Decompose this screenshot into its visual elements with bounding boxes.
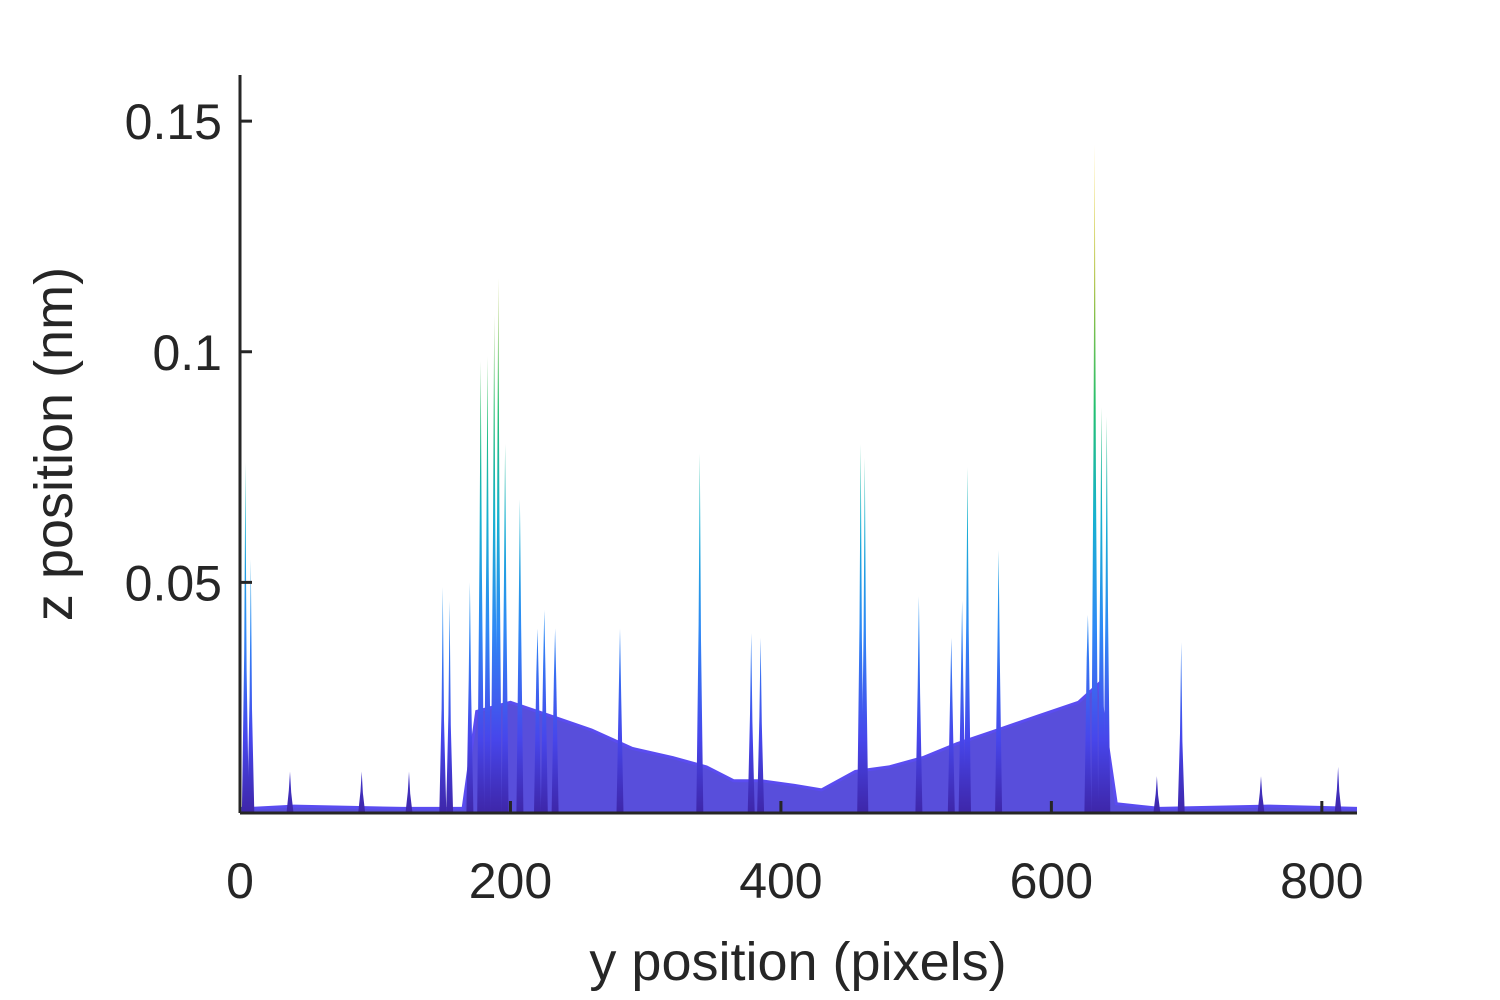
spike-18 [696, 453, 704, 813]
spike-19 [747, 633, 755, 813]
x-tick-label: 0 [226, 853, 254, 909]
spike-16 [551, 628, 559, 813]
y-axis-label: z position (nm) [24, 267, 84, 621]
spike-17 [616, 628, 624, 813]
y-tick-label: 0.1 [152, 325, 222, 381]
spike-30 [1097, 407, 1105, 813]
spike-11 [494, 278, 502, 813]
spike-31 [1103, 416, 1111, 813]
axes [238, 75, 1357, 815]
spike-15 [540, 610, 548, 813]
y-ticks: 0.05 0.1 0.15 [125, 94, 252, 611]
x-tick-label: 200 [469, 853, 552, 909]
spike-1 [247, 559, 255, 813]
spike-26 [964, 467, 971, 813]
spike-23 [915, 596, 923, 813]
spike-21 [857, 444, 865, 813]
plot-area [240, 144, 1358, 813]
spike-14 [534, 628, 541, 813]
spike-28 [1084, 614, 1092, 813]
spike-5 [439, 587, 447, 813]
spike-34 [1257, 776, 1265, 813]
x-tick-label: 800 [1280, 853, 1363, 909]
spike-24 [947, 637, 955, 813]
spike-25 [958, 600, 966, 813]
spike-22 [861, 457, 869, 813]
spike-3 [358, 771, 366, 813]
x-tick-label: 400 [739, 853, 822, 909]
spike-6 [446, 600, 454, 813]
spike-35 [1334, 766, 1342, 813]
x-ticks: 0 200 400 600 800 [226, 801, 1364, 909]
spike-29 [1091, 144, 1099, 813]
spike-32 [1153, 776, 1161, 813]
spike-7 [466, 582, 474, 813]
spike-20 [757, 637, 765, 813]
spike-8 [477, 361, 485, 813]
x-axis-label: y position (pixels) [589, 932, 1006, 992]
spike-33 [1177, 642, 1185, 813]
spike-0 [241, 462, 249, 813]
spike-2 [286, 771, 294, 813]
x-tick-label: 600 [1010, 853, 1093, 909]
baseline-area [240, 683, 1357, 813]
y-tick-label: 0.15 [125, 94, 222, 150]
y-tick-label: 0.05 [125, 555, 222, 611]
spike-13 [516, 499, 524, 813]
spike-4 [405, 771, 413, 813]
spike-27 [995, 550, 1003, 813]
spike-9 [484, 356, 491, 813]
spike-12 [501, 444, 509, 813]
